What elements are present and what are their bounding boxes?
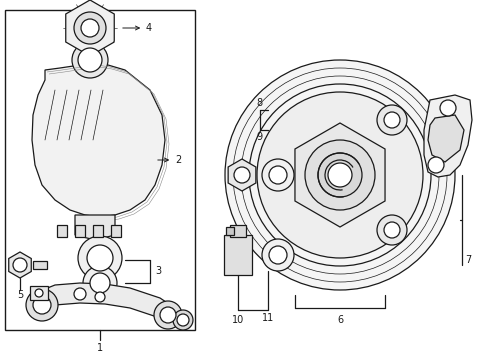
Circle shape (35, 289, 43, 297)
Circle shape (78, 236, 122, 280)
Circle shape (427, 157, 443, 173)
Polygon shape (65, 0, 114, 56)
Polygon shape (9, 252, 31, 278)
Circle shape (234, 167, 249, 183)
Circle shape (173, 310, 193, 330)
Circle shape (13, 258, 27, 272)
Circle shape (317, 153, 361, 197)
Circle shape (262, 239, 293, 271)
Circle shape (33, 296, 51, 314)
Bar (5, 10, 195, 330)
Bar (111, 225, 121, 237)
Circle shape (262, 159, 293, 191)
Polygon shape (30, 283, 175, 325)
Bar (225, 227, 234, 235)
Circle shape (177, 314, 189, 326)
Polygon shape (75, 215, 115, 240)
Circle shape (160, 307, 176, 323)
Circle shape (83, 266, 117, 300)
Circle shape (224, 60, 454, 290)
Bar (75, 225, 85, 237)
Circle shape (74, 12, 106, 44)
Circle shape (26, 289, 58, 321)
Polygon shape (294, 123, 384, 227)
Bar (30, 286, 48, 300)
Circle shape (90, 273, 110, 293)
Text: 6: 6 (336, 315, 343, 325)
Text: 8: 8 (255, 98, 262, 108)
Circle shape (439, 100, 455, 116)
Circle shape (376, 105, 406, 135)
Text: 4: 4 (122, 23, 152, 33)
Circle shape (154, 301, 182, 329)
Polygon shape (228, 159, 255, 191)
Text: 1: 1 (97, 343, 103, 353)
Circle shape (327, 163, 351, 187)
Text: 10: 10 (231, 315, 244, 325)
Circle shape (268, 246, 286, 264)
Circle shape (248, 84, 430, 266)
Polygon shape (32, 63, 164, 217)
Polygon shape (427, 115, 463, 162)
Circle shape (95, 292, 105, 302)
Bar (93, 225, 103, 237)
Text: 5: 5 (17, 290, 23, 300)
Bar (224, 235, 251, 275)
Circle shape (72, 42, 108, 78)
Circle shape (81, 19, 99, 37)
Bar (33, 261, 47, 269)
Text: 9: 9 (255, 132, 262, 142)
Circle shape (305, 140, 374, 210)
Bar (57, 225, 67, 237)
Circle shape (268, 166, 286, 184)
Circle shape (383, 222, 399, 238)
Circle shape (87, 245, 113, 271)
Circle shape (376, 215, 406, 245)
Circle shape (383, 112, 399, 128)
Circle shape (78, 48, 102, 72)
Text: 11: 11 (262, 313, 274, 323)
Bar (229, 225, 245, 237)
Circle shape (74, 288, 86, 300)
Text: 3: 3 (155, 266, 161, 276)
Circle shape (257, 92, 422, 258)
Text: 2: 2 (158, 155, 181, 165)
Polygon shape (423, 95, 471, 177)
Text: 7: 7 (464, 255, 470, 265)
